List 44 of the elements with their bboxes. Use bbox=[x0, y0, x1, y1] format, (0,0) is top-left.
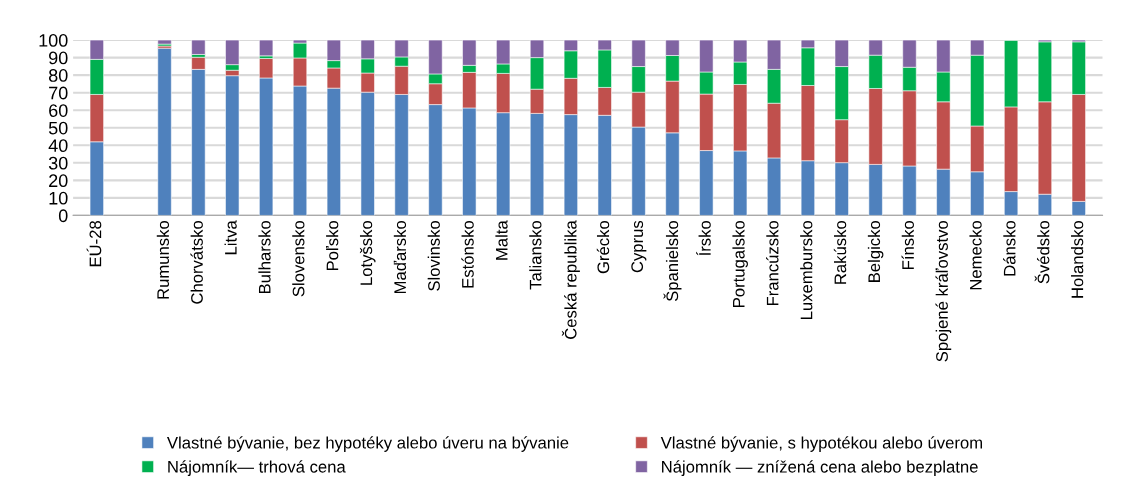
x-tick-label: Estónsko bbox=[461, 220, 474, 288]
y-tick-label: 70 bbox=[49, 86, 68, 100]
y-tick-label: 60 bbox=[49, 104, 68, 117]
x-tick-label: Lotyšsko bbox=[359, 220, 376, 285]
y-tick-label: 80 bbox=[48, 69, 68, 82]
legend-label: Nájomník — znížená cena alebo bezplatne bbox=[662, 460, 978, 476]
x-tick-label: Luxembursko bbox=[800, 220, 813, 319]
x-tick-label: Poľsko bbox=[326, 220, 339, 271]
x-tick-label: Nemecko bbox=[969, 220, 982, 290]
x-tick-label: Švédsko bbox=[1034, 220, 1050, 284]
x-tick-label: EÚ-28 bbox=[86, 221, 102, 267]
legend-label: Vlastné bývanie, bez hypotéky alebo úveru na bývanie bbox=[167, 436, 569, 452]
y-tick-label: 50 bbox=[48, 121, 68, 135]
x-tick-label: Írsko bbox=[696, 220, 711, 256]
x-tick-label: Česká republika bbox=[561, 220, 580, 339]
y-tick-label: 0 bbox=[58, 209, 68, 223]
x-tick-label: Malta bbox=[495, 220, 508, 260]
y-tick-label: 90 bbox=[49, 51, 68, 65]
x-tick-label: Holandsko bbox=[1071, 220, 1084, 298]
x-tick-label: Slovensko bbox=[292, 220, 305, 297]
x-tick-label: Rakúsko bbox=[833, 220, 847, 284]
x-tick-label: Fínsko bbox=[901, 220, 914, 269]
x-tick-label: Bulharsko bbox=[258, 220, 271, 294]
y-tick-label: 100 bbox=[39, 34, 68, 47]
y-tick-label: 10 bbox=[49, 191, 68, 205]
x-tick-label: Francúzsko bbox=[766, 220, 779, 306]
x-tick-label: Cyprus bbox=[631, 220, 647, 273]
x-tick-label: Dánsko bbox=[1003, 220, 1016, 276]
x-tick-label: Slovinsko bbox=[427, 220, 440, 291]
x-tick-label: Belgicko bbox=[867, 220, 884, 282]
x-tick-label: Rumunsko bbox=[156, 220, 170, 299]
x-tick-label: Chorvátsko bbox=[190, 220, 203, 304]
x-tick-label: Španielsko bbox=[663, 220, 682, 302]
x-tick-label: Grécko bbox=[596, 220, 610, 274]
x-tick-label: Maďarsko bbox=[393, 220, 407, 294]
legend-label: Vlastné bývanie, s hypotékou alebo úverom bbox=[660, 436, 982, 452]
y-tick-label: 20 bbox=[49, 174, 68, 188]
x-tick-label: Taliansko bbox=[529, 220, 542, 290]
y-tick-label: 40 bbox=[48, 139, 68, 153]
x-tick-label: Spojené kráľovstvo bbox=[935, 220, 952, 362]
x-tick-label: Portugalsko bbox=[732, 220, 748, 307]
y-tick-label: 30 bbox=[48, 156, 68, 170]
x-tick-label: Litva bbox=[224, 220, 237, 255]
legend-label: Nájomník— trhová cena bbox=[168, 460, 346, 476]
